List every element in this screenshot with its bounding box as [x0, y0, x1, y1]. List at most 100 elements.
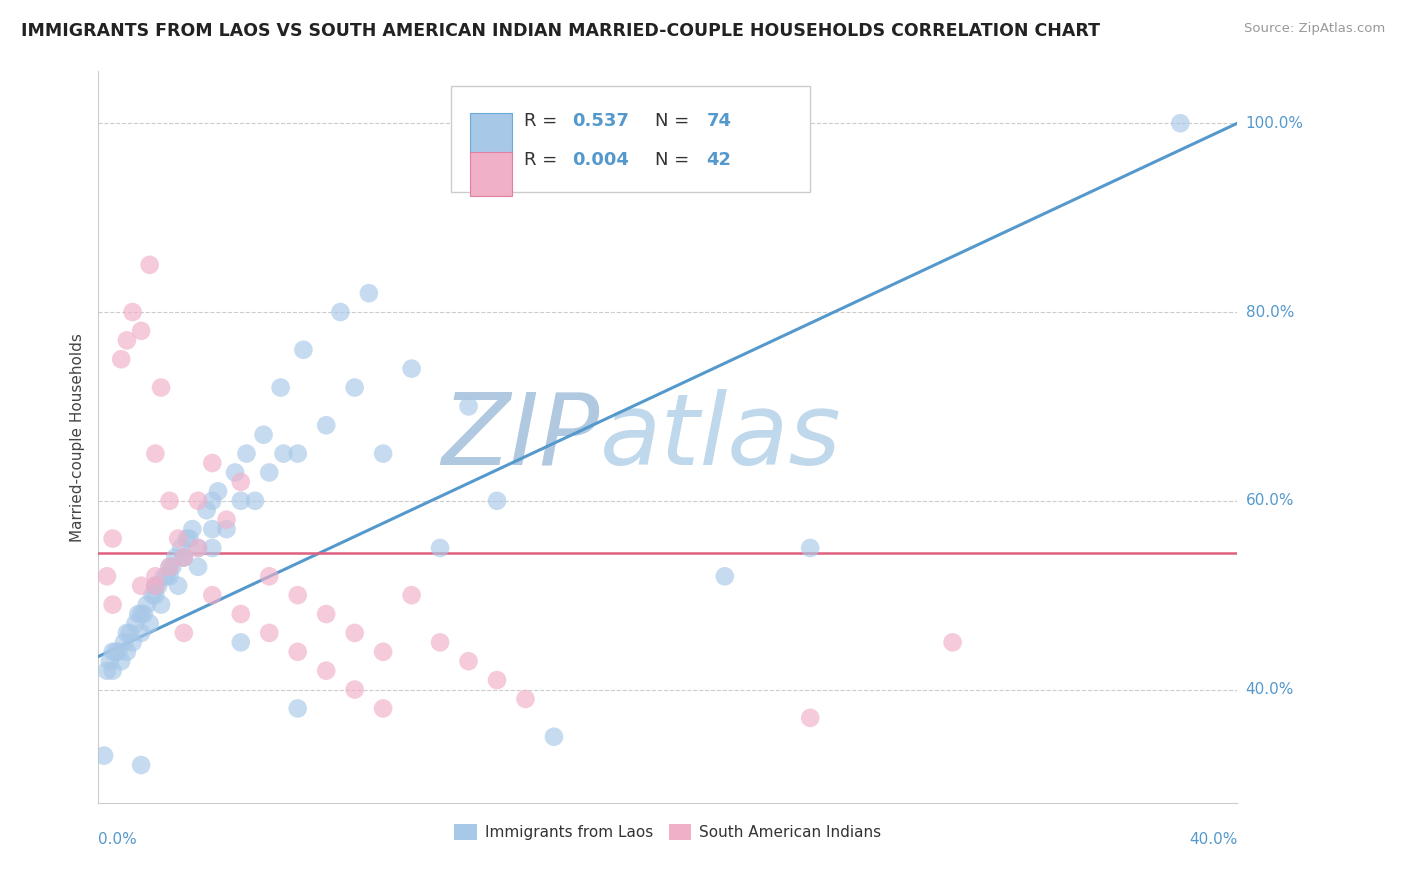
Point: [150, 380, 173, 394]
Point: [315, 418, 337, 433]
Point: [145, 588, 167, 602]
Point: [243, 493, 266, 508]
Point: [138, 616, 160, 631]
Point: [287, 588, 309, 602]
Point: [129, 758, 152, 772]
Text: R =: R =: [524, 151, 564, 169]
Point: [145, 569, 167, 583]
Point: [224, 466, 246, 480]
Point: [115, 645, 138, 659]
Point: [287, 447, 309, 461]
Point: [329, 305, 352, 319]
Point: [101, 598, 124, 612]
Point: [167, 532, 190, 546]
Text: 80.0%: 80.0%: [1246, 304, 1294, 319]
Point: [229, 493, 252, 508]
Point: [343, 380, 366, 394]
Point: [129, 324, 152, 338]
Point: [201, 541, 224, 555]
FancyBboxPatch shape: [470, 152, 512, 195]
Point: [173, 550, 195, 565]
Point: [112, 635, 135, 649]
Point: [201, 522, 224, 536]
Point: [115, 626, 138, 640]
Point: [173, 626, 195, 640]
Point: [115, 334, 138, 348]
Point: [107, 645, 129, 659]
Point: [292, 343, 315, 357]
Point: [138, 258, 160, 272]
Point: [343, 682, 366, 697]
Point: [315, 607, 337, 621]
Text: 60.0%: 60.0%: [1246, 493, 1294, 508]
Point: [145, 447, 167, 461]
Point: [150, 598, 173, 612]
Point: [121, 635, 143, 649]
Point: [110, 352, 132, 367]
Point: [96, 569, 118, 583]
Point: [373, 645, 395, 659]
Point: [145, 579, 167, 593]
Point: [343, 626, 366, 640]
Point: [145, 579, 167, 593]
Point: [148, 579, 170, 593]
Point: [101, 645, 124, 659]
Point: [159, 493, 181, 508]
Text: 40.0%: 40.0%: [1189, 832, 1237, 847]
Text: Source: ZipAtlas.com: Source: ZipAtlas.com: [1244, 22, 1385, 36]
Text: 0.004: 0.004: [572, 151, 628, 169]
Point: [167, 579, 190, 593]
Point: [159, 559, 181, 574]
Legend: Immigrants from Laos, South American Indians: Immigrants from Laos, South American Ind…: [449, 818, 887, 847]
Point: [195, 503, 218, 517]
Point: [259, 569, 281, 583]
Text: N =: N =: [655, 151, 696, 169]
Point: [373, 701, 395, 715]
Text: atlas: atlas: [599, 389, 841, 485]
Point: [1170, 116, 1192, 130]
Point: [129, 607, 152, 621]
Point: [179, 532, 201, 546]
Point: [229, 635, 252, 649]
Point: [287, 701, 309, 715]
FancyBboxPatch shape: [470, 113, 512, 157]
Point: [187, 493, 209, 508]
Point: [118, 626, 141, 640]
Point: [132, 607, 155, 621]
Point: [207, 484, 229, 499]
Point: [173, 550, 195, 565]
Y-axis label: Married-couple Households: Married-couple Households: [69, 333, 84, 541]
FancyBboxPatch shape: [451, 86, 810, 192]
Point: [187, 559, 209, 574]
Point: [457, 400, 479, 414]
Text: 42: 42: [707, 151, 731, 169]
Point: [270, 380, 292, 394]
Point: [215, 513, 238, 527]
Point: [170, 541, 193, 555]
Point: [315, 664, 337, 678]
Point: [162, 559, 184, 574]
Point: [215, 522, 238, 536]
Point: [543, 730, 565, 744]
Point: [201, 493, 224, 508]
Point: [401, 588, 423, 602]
Point: [176, 532, 198, 546]
Point: [273, 447, 295, 461]
Point: [127, 607, 149, 621]
Text: 100.0%: 100.0%: [1246, 116, 1303, 131]
Point: [181, 522, 204, 536]
Point: [121, 305, 143, 319]
Point: [156, 569, 179, 583]
Point: [429, 635, 451, 649]
Point: [159, 559, 181, 574]
Point: [357, 286, 380, 301]
Point: [110, 654, 132, 668]
Point: [259, 466, 281, 480]
Point: [153, 569, 176, 583]
Point: [98, 654, 121, 668]
Point: [401, 361, 423, 376]
Point: [124, 616, 146, 631]
Point: [235, 447, 257, 461]
Point: [101, 532, 124, 546]
Point: [165, 550, 187, 565]
